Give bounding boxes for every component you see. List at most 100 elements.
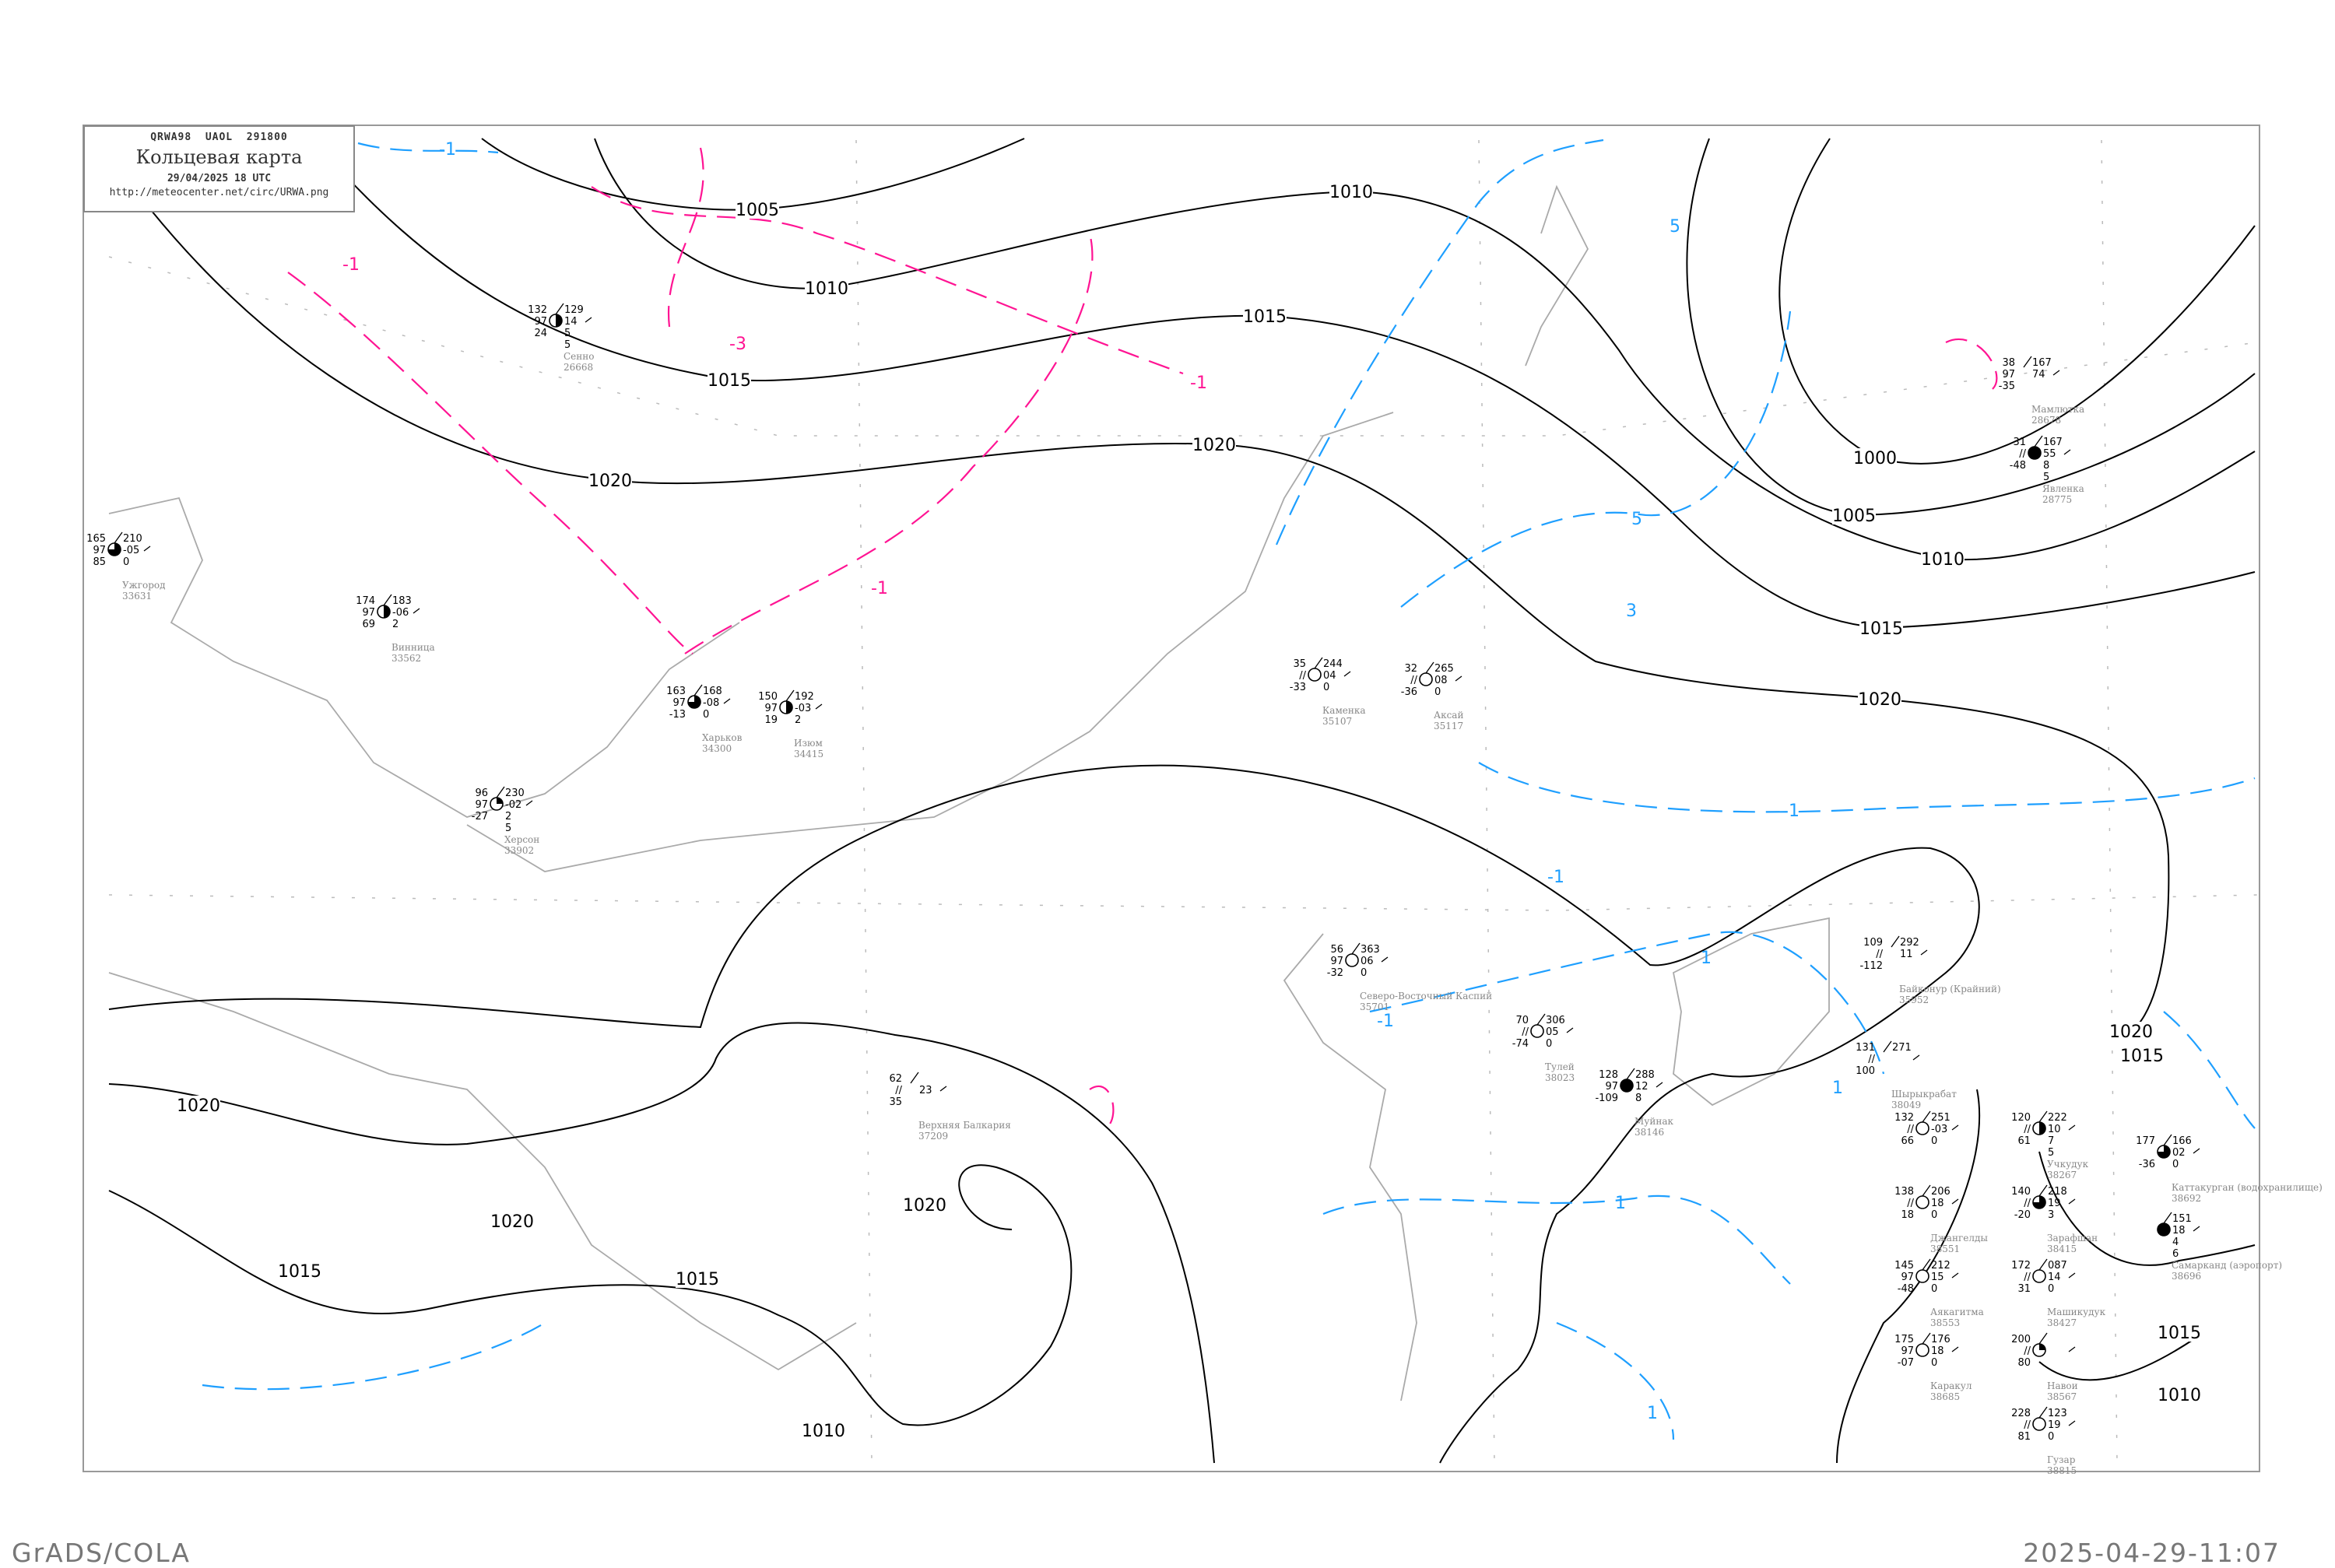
visibility: // (2024, 1198, 2031, 1209)
isobar-label: 1020 (1858, 690, 1901, 710)
cloud-amount: 5 (564, 328, 571, 339)
air-temperature: 228 (2011, 1408, 2031, 1419)
pressure-tendency: -03 (795, 703, 811, 714)
station-name: Аякагитма (1930, 1307, 1984, 1317)
cloud-cover-icon (2032, 1269, 2046, 1283)
visibility: 97 (475, 799, 488, 811)
station-name: Северо-Восточный Каспий (1360, 991, 1492, 1001)
pressure-tendency: 11 (1900, 949, 1913, 960)
air-temperature: 109 (1863, 937, 1883, 949)
station-name: Мамлютка (2031, 404, 2084, 415)
map-datetime: 29/04/2025 18 UTC (167, 173, 272, 184)
air-temperature: 140 (2011, 1186, 2031, 1198)
isobar-label: 1010 (1329, 183, 1373, 202)
pressure: 212 (1931, 1260, 1951, 1272)
wind-barb-icon (383, 594, 420, 614)
wind-barb-icon (2023, 356, 2060, 376)
temperature-label: -1 (1377, 1012, 1394, 1031)
station-id: 38023 (1545, 1072, 1575, 1083)
wind-barb-icon (496, 786, 533, 806)
station-id: 37209 (918, 1131, 948, 1142)
pressure: 265 (1434, 663, 1454, 675)
visibility: 97 (362, 607, 375, 619)
isobar-label: 1015 (2158, 1324, 2201, 1343)
visibility: // (1907, 1124, 1914, 1135)
air-temperature: 163 (666, 686, 686, 697)
station-plot[interactable]: 132//66 251-030 (1894, 1110, 1959, 1147)
wind-barb-icon (114, 531, 151, 552)
dew-point: 85 (93, 556, 106, 568)
temperature-label: -1 (1547, 868, 1564, 887)
dew-point: 69 (362, 619, 375, 630)
cloud-cover-icon (1915, 1343, 1929, 1357)
visibility: // (1522, 1026, 1529, 1038)
cloud-cover-icon (1915, 1121, 1929, 1135)
low-cloud-height: 5 (2048, 1147, 2054, 1159)
pressure-tendency: 74 (2032, 369, 2045, 381)
station-name: Херсон (504, 834, 539, 845)
air-temperature: 145 (1894, 1260, 1914, 1272)
pressure: 166 (2172, 1135, 2192, 1147)
dew-point: 18 (1901, 1209, 1914, 1221)
visibility: 97 (1330, 956, 1343, 967)
isobar-label: 1000 (1853, 449, 1897, 468)
dew-point: 24 (534, 328, 547, 339)
station-name: Джангелды (1930, 1233, 1988, 1244)
map-url[interactable]: http://meteocenter.net/circ/URWA.png (109, 187, 329, 198)
dew-point: -35 (1999, 381, 2015, 392)
pressure: 123 (2048, 1408, 2067, 1419)
isobar-label: 1020 (588, 472, 632, 491)
visibility: // (1907, 1198, 1914, 1209)
bulletin-code: QRWA98 UAOL 291800 (150, 132, 288, 143)
air-temperature: 177 (2136, 1135, 2155, 1147)
cloud-cover-icon (1530, 1024, 1544, 1038)
cloud-amount: 8 (1635, 1093, 1642, 1104)
station-name: Машикудук (2047, 1307, 2106, 1317)
pressure-tendency: -05 (123, 545, 139, 556)
visibility: 97 (2002, 369, 2015, 381)
station-id: 34300 (702, 743, 732, 754)
isobar-label: 1010 (802, 1422, 845, 1441)
air-temperature: 132 (1894, 1112, 1914, 1124)
cloud-cover-icon (1915, 1269, 1929, 1283)
cloud-amount: 0 (2048, 1431, 2054, 1443)
station-id: 38267 (2047, 1170, 2077, 1180)
isobar-label: 1010 (2158, 1386, 2201, 1405)
pressure: 206 (1931, 1186, 1951, 1198)
cloud-cover-icon (1419, 672, 1433, 686)
dew-point: 31 (2017, 1283, 2031, 1295)
dew-point: -112 (1859, 960, 1883, 972)
cloud-amount: 7 (2048, 1135, 2054, 1147)
wind-barb-icon (1922, 1184, 1959, 1205)
dew-point: -27 (472, 811, 488, 823)
visibility: // (1299, 670, 1306, 682)
